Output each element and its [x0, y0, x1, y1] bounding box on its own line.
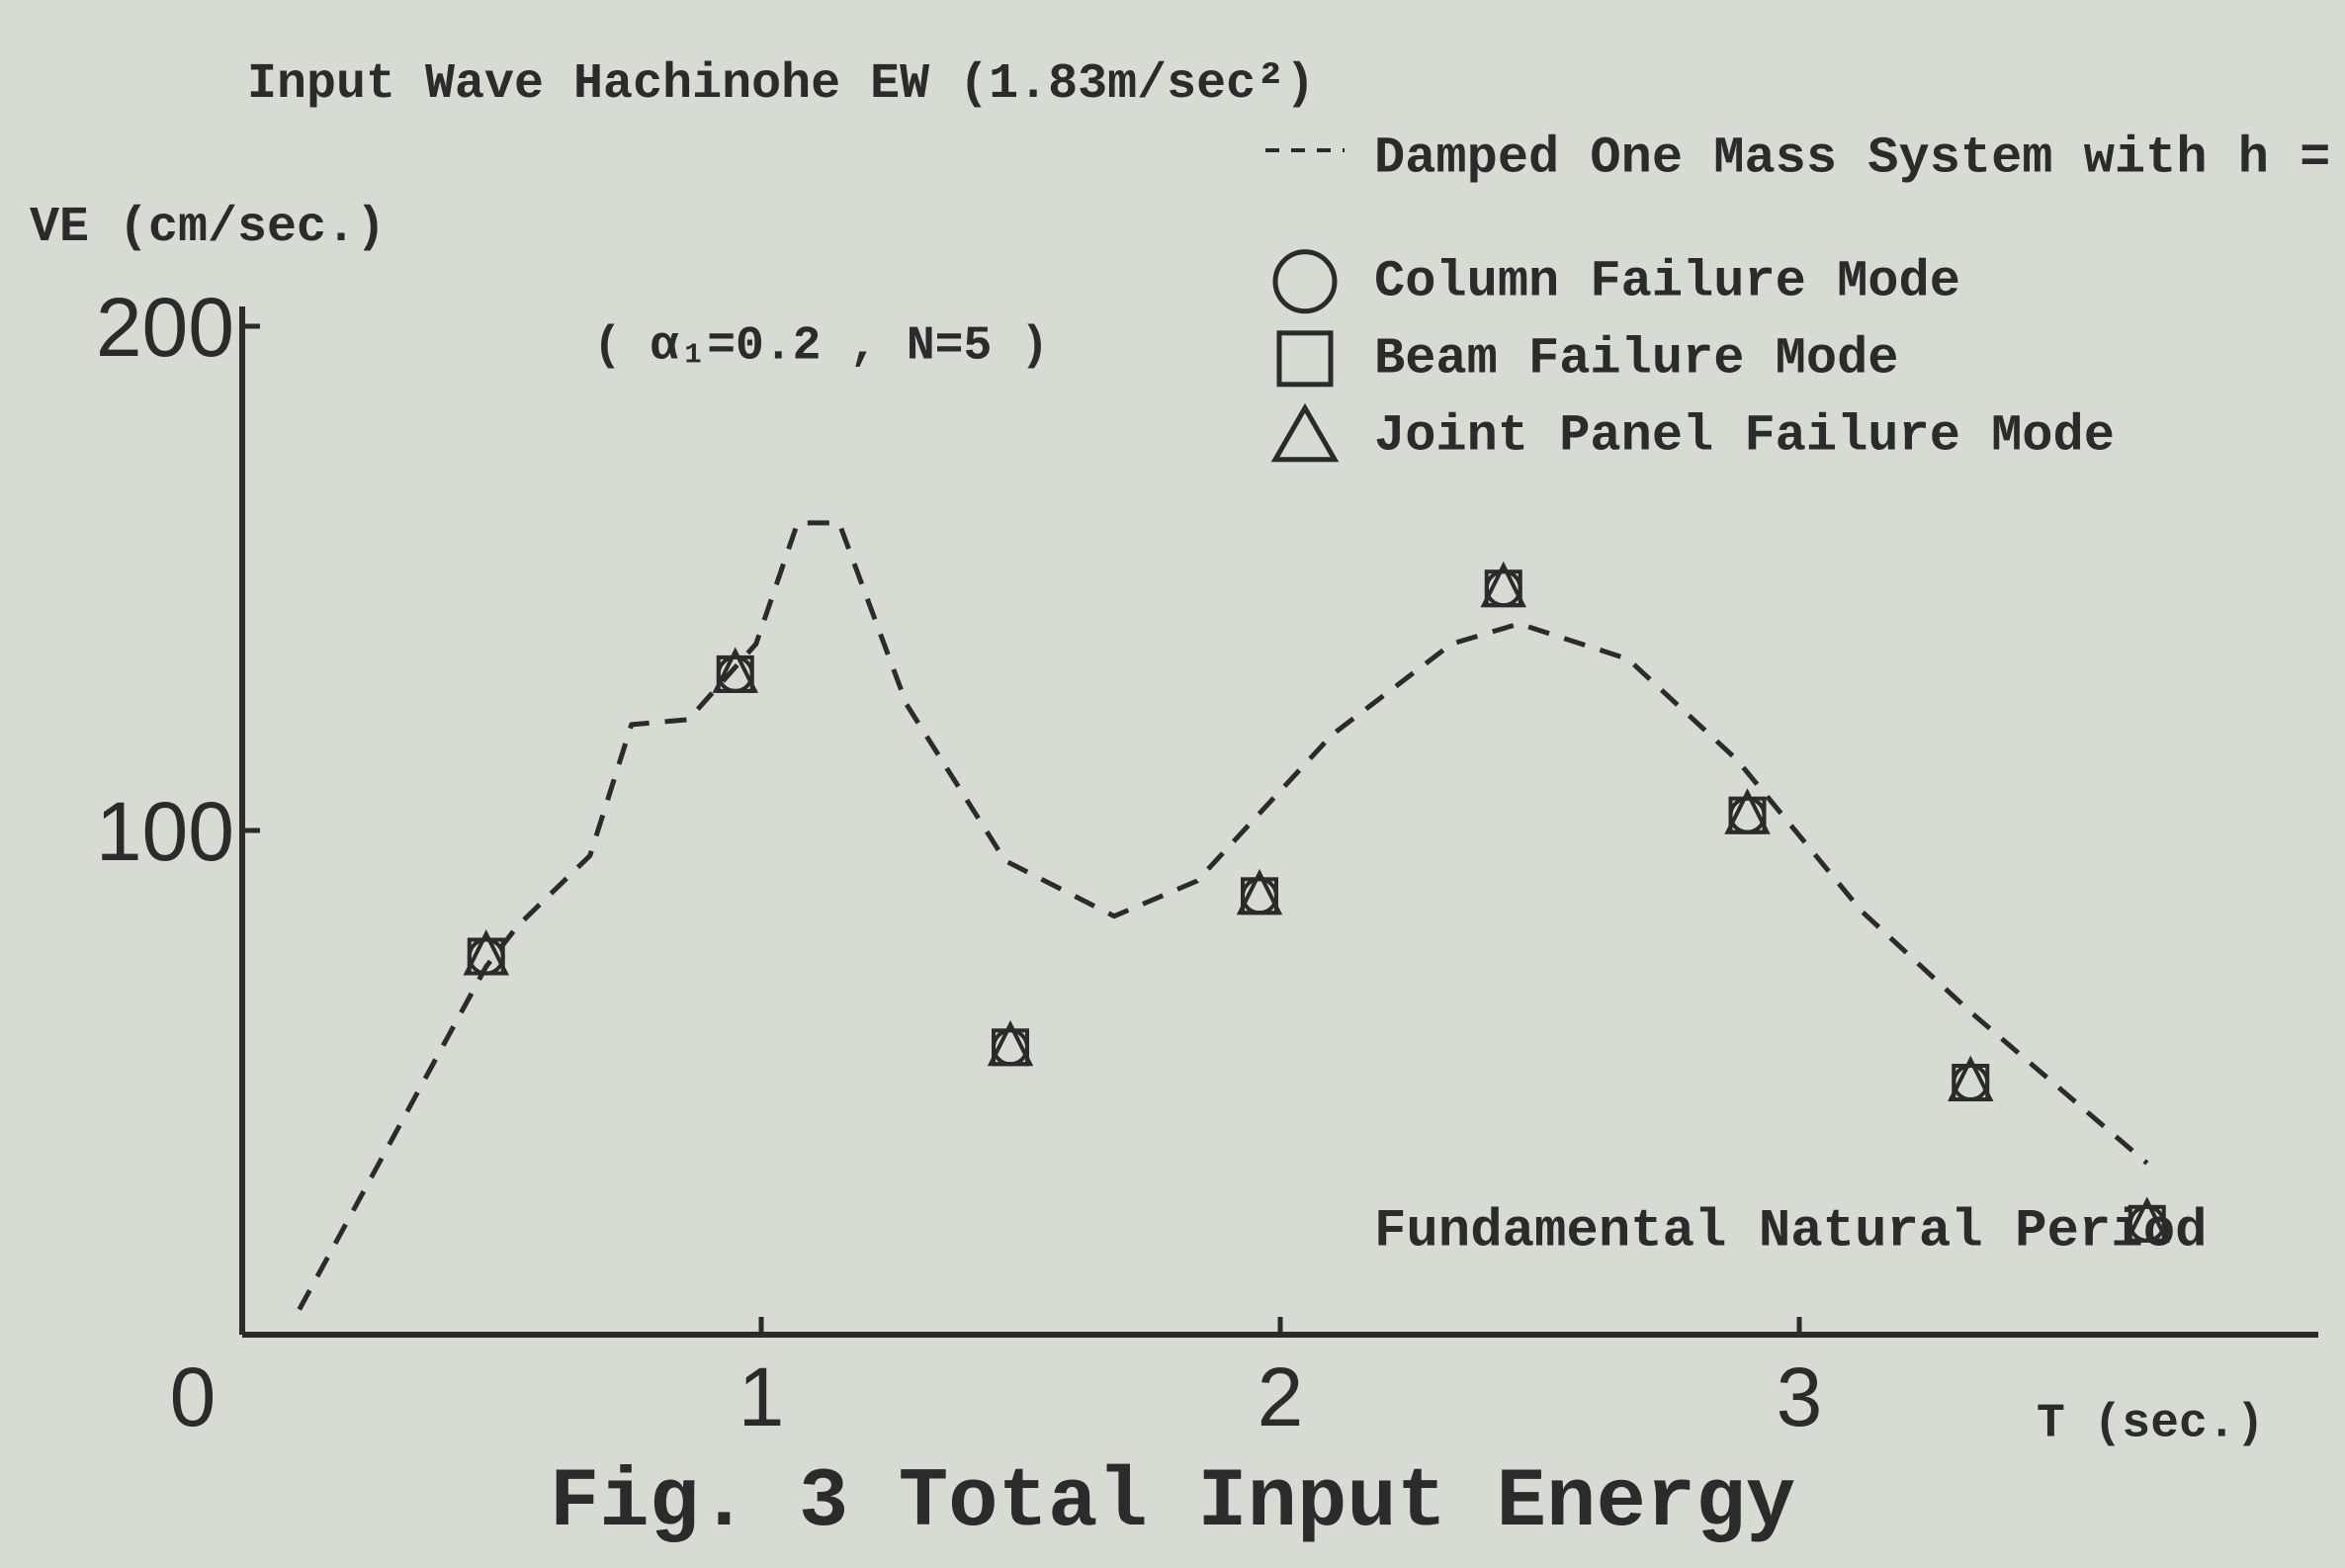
caption: Fig. 3 Total Input Energy: [550, 1456, 1795, 1550]
legend-label: Beam Failure Mode: [1374, 330, 1899, 389]
data-point: [987, 1019, 1034, 1067]
x-axis-label: Fundamental Natural Period: [1374, 1201, 2208, 1262]
x-tick-label: 0: [170, 1350, 217, 1443]
y-tick-label: 100: [96, 785, 234, 878]
data-point: [463, 929, 509, 976]
legend-swatch: [1276, 330, 1334, 388]
legend-swatch: [1272, 249, 1338, 314]
data-point: [712, 647, 758, 693]
x-tick-label: 1: [738, 1350, 785, 1443]
legend-label: Damped One Mass System with h = 0.1: [1374, 130, 2345, 188]
x-axis-unit: T (sec.): [2037, 1398, 2264, 1451]
data-point: [2124, 1196, 2170, 1243]
x-tick-label: 3: [1777, 1350, 1823, 1443]
data-point: [1948, 1055, 1994, 1101]
legend-label: Joint Panel Failure Mode: [1374, 407, 2115, 466]
annotation: ( α₁=0.2 , N=5 ): [593, 320, 1049, 374]
data-point: [1724, 788, 1771, 834]
y-axis-label: VE (cm/sec.): [30, 200, 386, 256]
x-tick-label: 2: [1258, 1350, 1304, 1443]
y-tick-label: 200: [96, 281, 234, 374]
model-curve: [297, 520, 2149, 1311]
data-point: [1236, 868, 1283, 915]
legend-swatch: [1270, 402, 1340, 463]
legend-label: Column Failure Mode: [1374, 253, 1960, 311]
data-point: [1480, 561, 1526, 608]
chart-title: Input Wave Hachinohe EW (1.83m/sec²): [247, 56, 1315, 113]
